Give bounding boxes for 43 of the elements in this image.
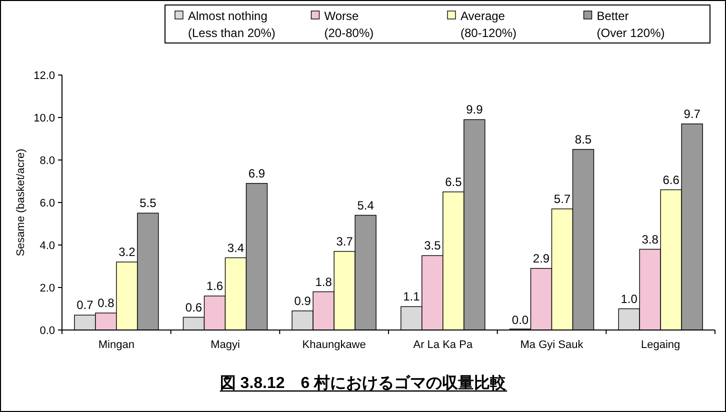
x-tick-label: Legaing [641, 339, 680, 351]
data-label: 0.7 [76, 298, 94, 312]
data-label: 2.9 [532, 251, 550, 266]
x-tick-label: Mingan [98, 339, 134, 351]
y-tick-label: 6.0 [40, 198, 55, 210]
data-label: 6.9 [248, 166, 266, 180]
data-label: 9.7 [684, 106, 701, 121]
data-label: 5.4 [357, 198, 374, 212]
x-tick-label: Magyi [210, 339, 240, 351]
data-label: 5.7 [554, 192, 571, 206]
data-label: 3.2 [118, 245, 136, 259]
data-label: 0.6 [185, 300, 202, 314]
x-tick-label: Khaungkawe [302, 339, 366, 351]
legend-label: Average (80-120%) [460, 9, 517, 40]
x-tick-label: Ma Gyi Sauk [520, 339, 584, 351]
y-tick-label: 4.0 [40, 240, 55, 252]
legend-label: Almost nothing (Less than 20%) [188, 9, 276, 40]
data-label: 1.0 [620, 292, 638, 306]
legend-label: Worse (20-80%) [324, 9, 374, 40]
y-tick-label: 10.0 [34, 112, 55, 124]
x-tick-label: Ar La Ka Pa [413, 339, 474, 351]
data-label: 0.9 [294, 294, 312, 308]
text: 図 3.8.12 6 村におけるゴマの収量比較 [220, 374, 508, 392]
data-label: 0.0 [512, 313, 529, 327]
y-axis-title: Sesame (basket/acre) [15, 148, 27, 256]
data-label: 3.5 [424, 238, 442, 253]
data-label: 6.5 [445, 174, 462, 189]
data-label: 0.8 [98, 296, 115, 310]
data-label: 3.4 [227, 240, 244, 255]
data-label: 6.6 [662, 172, 680, 187]
y-tick-label: 12.0 [34, 70, 55, 82]
y-tick-label: 2.0 [40, 282, 55, 294]
data-label: 1.1 [403, 290, 420, 304]
data-label: 8.5 [574, 132, 592, 146]
data-label: 1.6 [206, 279, 224, 293]
y-tick-label: 8.0 [40, 155, 55, 167]
data-label: 5.5 [140, 196, 157, 210]
legend-label: Better (Over 120%) [596, 9, 665, 40]
data-label: 9.9 [466, 102, 484, 117]
data-label: 1.8 [315, 274, 332, 289]
data-label: 3.7 [336, 234, 354, 248]
data-label: 3.8 [642, 232, 659, 246]
y-tick-label: 0.0 [40, 325, 55, 337]
